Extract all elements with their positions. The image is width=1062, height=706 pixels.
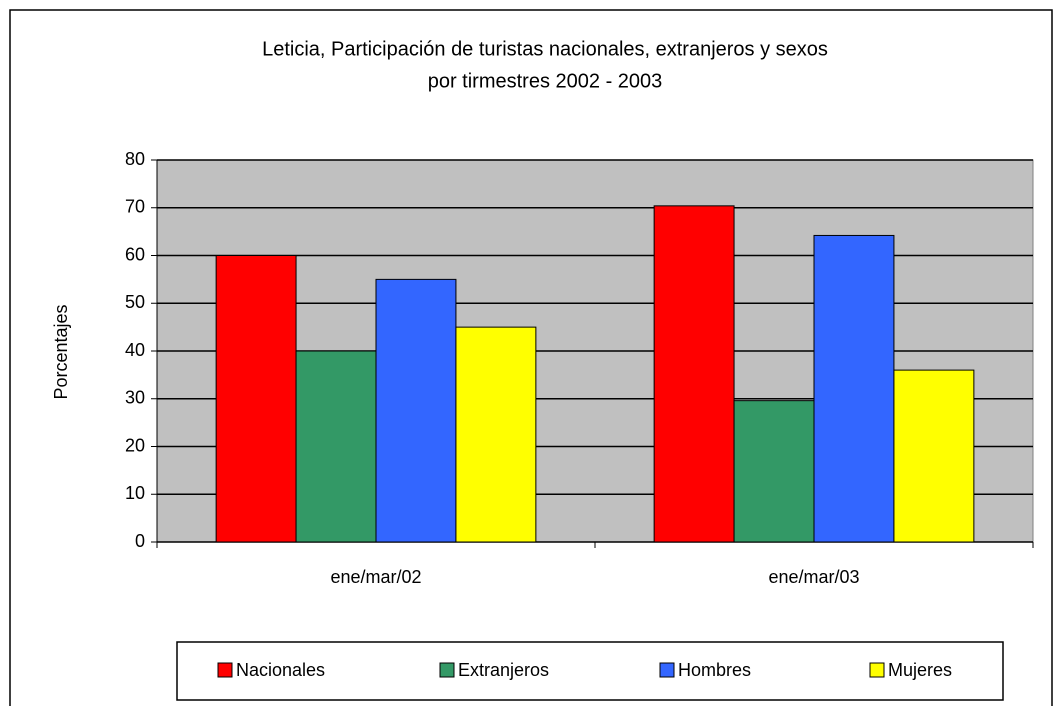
y-tick-label: 60 — [125, 244, 145, 264]
legend — [176, 641, 1004, 701]
chart-title: por tirmestres 2002 - 2003 — [428, 70, 663, 92]
legend-label: Nacionales — [236, 660, 325, 680]
x-tick-label: ene/mar/02 — [330, 567, 421, 587]
legend-swatch — [439, 662, 455, 678]
bar — [295, 350, 377, 543]
legend-swatch — [217, 662, 233, 678]
bar — [733, 400, 815, 543]
y-tick-label: 70 — [125, 197, 145, 217]
y-tick-label: 30 — [125, 388, 145, 408]
x-tick-label: ene/mar/03 — [768, 567, 859, 587]
bar — [653, 205, 735, 543]
legend-label: Extranjeros — [458, 660, 549, 680]
bar — [375, 278, 457, 543]
legend-swatch — [659, 662, 675, 678]
y-tick-label: 10 — [125, 483, 145, 503]
y-tick-label: 0 — [135, 531, 145, 551]
y-tick-label: 80 — [125, 149, 145, 169]
legend-label: Hombres — [678, 660, 751, 680]
y-tick-label: 50 — [125, 292, 145, 312]
bar — [455, 326, 537, 543]
y-tick-label: 40 — [125, 340, 145, 360]
legend-swatch — [869, 662, 885, 678]
legend-label: Mujeres — [888, 660, 952, 680]
bar — [215, 255, 297, 543]
bar — [893, 369, 975, 543]
y-tick-label: 20 — [125, 435, 145, 455]
chart-title: Leticia, Participación de turistas nacio… — [262, 38, 828, 60]
bar — [813, 234, 895, 543]
y-axis-label: Porcentajes — [51, 304, 71, 399]
